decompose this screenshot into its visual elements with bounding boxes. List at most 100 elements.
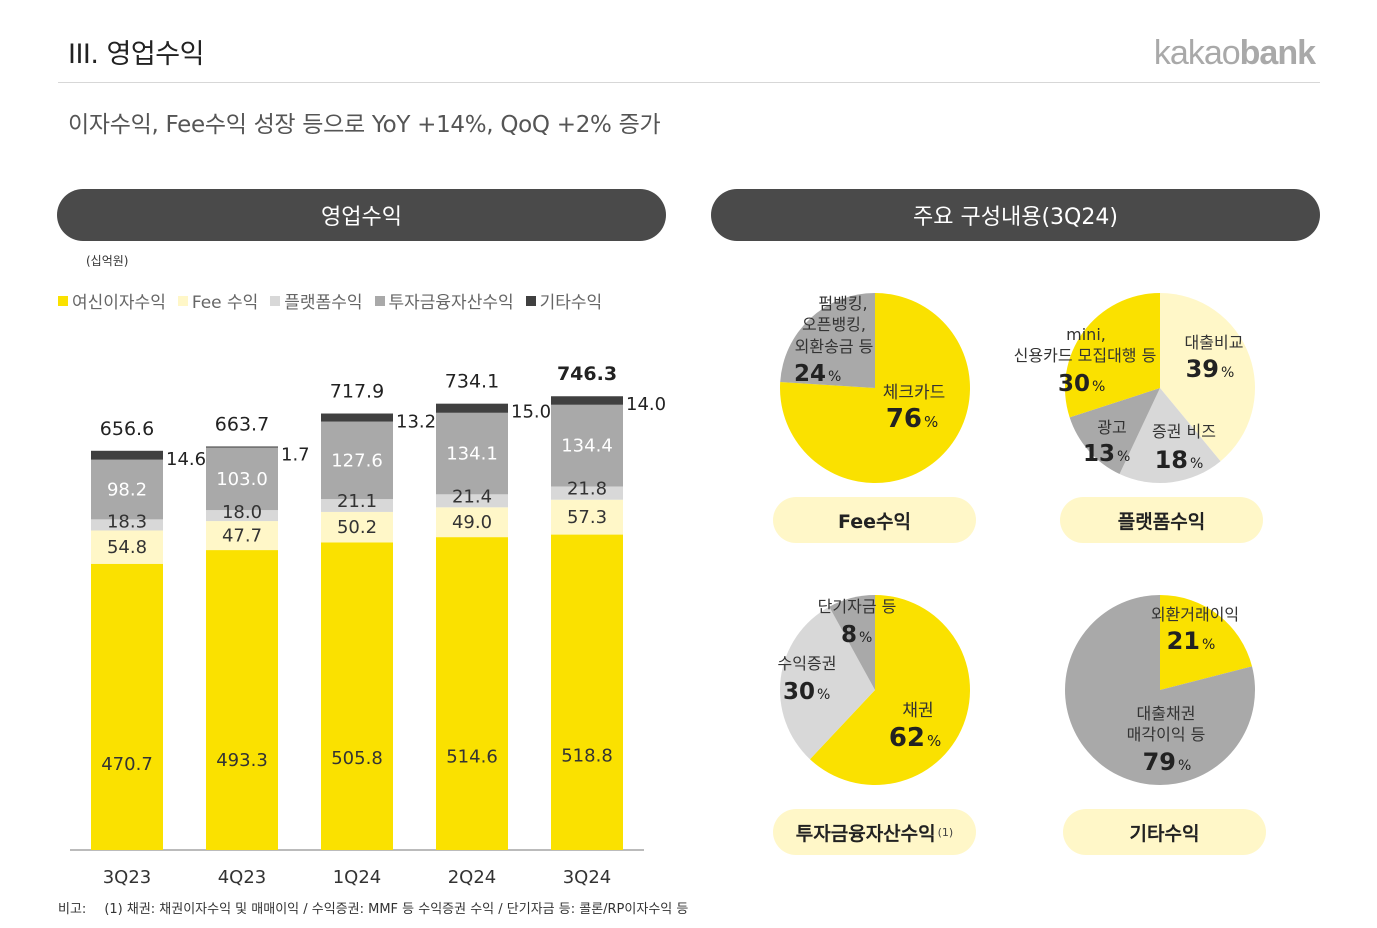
bar-segment — [551, 534, 623, 850]
fee-category-label: Fee수익 — [773, 497, 976, 543]
invest-slice-c-pct: 8 — [841, 622, 857, 648]
legend-swatch — [525, 295, 536, 306]
bar-segment — [436, 494, 508, 508]
pct-sign: % — [927, 732, 941, 750]
platform-slice-c-pct: 13 — [1083, 441, 1115, 467]
fee-slice-b-line1: 펌뱅킹, — [818, 294, 867, 313]
platform-slice-d-line2: 신용카드 모집대행 등 — [1014, 346, 1157, 365]
bar-segment — [436, 507, 508, 538]
fee-pie-chart — [780, 293, 970, 483]
bar-segment — [91, 563, 163, 850]
bar-data-label: 18.3 — [107, 511, 147, 532]
pct-sign: % — [1202, 637, 1215, 653]
x-tick-label: 2Q24 — [448, 867, 497, 888]
legend-item: 투자금융자산수익 — [374, 288, 514, 313]
pct-sign: % — [1190, 456, 1203, 472]
bar-data-label: 15.0 — [511, 402, 551, 423]
legend-swatch — [58, 295, 68, 306]
legend-item: 여신이자수익 — [58, 288, 166, 313]
pct-sign: % — [1221, 365, 1234, 381]
bar-data-label: 57.3 — [567, 507, 607, 528]
bar-segment — [91, 530, 163, 564]
platform-slice-a-pct: 39 — [1186, 355, 1219, 383]
platform-slice-d-line1: mini, — [1066, 325, 1106, 344]
pct-sign: % — [1117, 449, 1130, 465]
other-slice-b-line1: 대출채권 — [1137, 704, 1196, 723]
invest-category-label: 투자금융자산수익 (1) — [773, 809, 976, 855]
legend-label: 플랫폼수익 — [284, 293, 363, 313]
pie-slice — [1119, 388, 1221, 483]
bar-data-label: 103.0 — [216, 469, 268, 490]
bar-data-label: 505.8 — [331, 748, 383, 769]
bar-segment — [321, 499, 393, 512]
other-slice-a-name: 외환거래이익 — [1151, 605, 1239, 624]
bar-segment — [206, 510, 278, 522]
fee-slice-b-line3: 외환송금 등 — [795, 337, 874, 356]
pie-slice — [780, 606, 875, 760]
pct-sign: % — [1092, 379, 1105, 395]
bar-segment — [436, 537, 508, 850]
right-panel-title: 주요 구성내용(3Q24) — [711, 189, 1320, 241]
bar-segment — [551, 396, 623, 405]
platform-slice-b-name: 증권 비즈 — [1152, 422, 1216, 441]
logo-bold: bank — [1239, 34, 1316, 72]
bar-data-label: 50.2 — [337, 517, 377, 538]
revenue-stacked-bar-chart: 470.7 54.8 18.3 98.2 14.6 656.6 3Q23 493.3 47.7 1… — [70, 363, 666, 888]
bar-data-label: 49.0 — [452, 512, 492, 533]
bar-segment — [551, 404, 623, 487]
bar-data-label: 21.1 — [337, 491, 377, 512]
bar-data-label: 518.8 — [561, 746, 613, 767]
bar-total-label: 717.9 — [330, 381, 384, 403]
bar-segment — [321, 511, 393, 543]
bar-data-label: 13.2 — [396, 412, 436, 433]
pie-slice — [1065, 595, 1255, 785]
bar-data-label: 54.8 — [107, 537, 147, 558]
pie-slice — [829, 595, 875, 690]
x-tick-label: 3Q24 — [563, 867, 612, 888]
legend-swatch — [177, 295, 188, 306]
bar-segment — [206, 521, 278, 551]
other-slice-b-line2: 매각이익 등 — [1127, 725, 1206, 744]
bar-segment — [551, 486, 623, 500]
platform-slice-b-pct: 18 — [1155, 446, 1188, 474]
header-divider — [58, 82, 1320, 83]
bar-data-label: 21.8 — [567, 478, 607, 499]
bar-segment — [436, 412, 508, 495]
pie-slice — [1065, 293, 1160, 418]
legend-item: 기타수익 — [525, 288, 602, 313]
kakaobank-logo: kakaobank — [1153, 34, 1316, 73]
headline: 이자수익, Fee수익 성장 등으로 YoY +14%, QoQ +2% 증가 — [68, 112, 661, 138]
fee-slice-b-pct: 24 — [794, 361, 826, 387]
bar-segment — [206, 550, 278, 850]
platform-slice-d-pct: 30 — [1058, 371, 1090, 397]
bar-data-label: 127.6 — [331, 450, 383, 471]
invest-slice-b-name: 수익증권 — [778, 654, 837, 673]
x-tick-label: 3Q23 — [103, 867, 152, 888]
legend-item: Fee 수익 — [177, 288, 259, 313]
legend-label: Fee 수익 — [191, 293, 259, 313]
bar-segment — [206, 446, 278, 448]
invest-slice-b-pct: 30 — [783, 679, 815, 705]
platform-slice-c-name: 광고 — [1097, 418, 1126, 437]
fee-slice-a-pct: 76 — [886, 404, 922, 434]
bar-data-label: 134.4 — [561, 436, 613, 457]
pie-slice — [809, 595, 970, 785]
logo-light: kakao — [1153, 34, 1241, 72]
pct-sign: % — [1178, 758, 1191, 774]
platform-pie-chart — [1065, 293, 1255, 483]
invest-category-text: 투자금융자산수익 — [795, 822, 936, 845]
other-category-label: 기타수익 — [1063, 809, 1266, 855]
bar-segment — [321, 542, 393, 850]
pie-slice — [1160, 293, 1255, 462]
other-pie-chart — [1065, 595, 1255, 785]
platform-category-label: 플랫폼수익 — [1060, 497, 1263, 543]
bar-total-label: 663.7 — [215, 413, 269, 435]
pie-slice — [1160, 595, 1253, 690]
bar-data-label: 18.0 — [222, 502, 262, 523]
fee-slice-b-line2: 오픈뱅킹, — [802, 315, 866, 334]
pie-slice — [1069, 388, 1160, 474]
bar-data-label: 14.0 — [626, 394, 666, 415]
bar-segment — [206, 447, 278, 511]
x-tick-label: 4Q23 — [218, 867, 267, 888]
